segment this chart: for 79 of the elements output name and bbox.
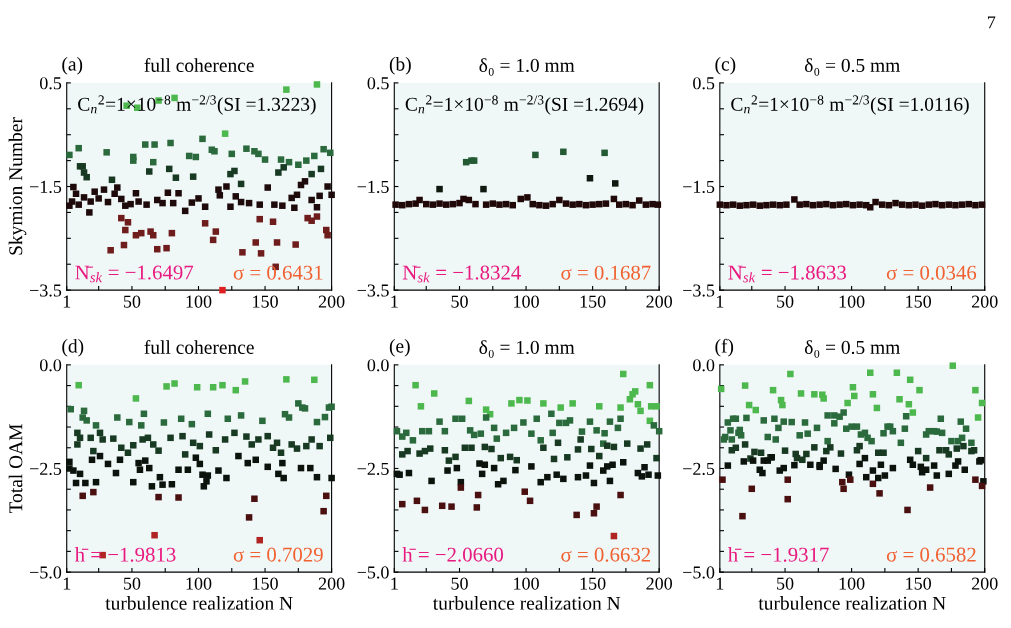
y-axis-title: Total OAM	[8, 424, 23, 514]
x-tick-label: 1	[63, 577, 71, 590]
y-tick-label: −2.5	[683, 462, 715, 476]
y-tick-label: −3.5	[357, 284, 389, 297]
y-tick-label: 0.5	[693, 77, 715, 90]
x-tick-label: 150	[580, 295, 606, 308]
x-tick-label: 150	[253, 577, 278, 590]
x-tick-label: 50	[777, 577, 794, 590]
x-tick-label: 100	[186, 577, 212, 590]
x-tick-label: 200	[318, 577, 345, 590]
annotation: σ = 0.6431	[233, 265, 323, 280]
y-tick-label: −2.5	[357, 462, 389, 476]
text: (f)	[715, 338, 734, 357]
text: (a)	[62, 56, 83, 75]
y-tick-label: 0.5	[39, 77, 62, 90]
x-tick-label: 150	[253, 295, 278, 308]
x-tick-label: 1	[63, 295, 71, 308]
chart-title: δ₀ = 0.5 mm	[804, 340, 900, 358]
annotation: N̄$_{sk}$ = −1.8633	[728, 265, 847, 283]
annotation: h̄ = −2.0660	[402, 547, 504, 562]
x-tick-label: 200	[971, 577, 998, 590]
chart-title: full coherence	[144, 340, 254, 354]
y-tick-label: 0.0	[39, 359, 62, 372]
annotation: C$_{n}$$^{2}$=1×10$^{−8}$ m$^{−2/3}$(SI =1.2694)	[405, 95, 644, 115]
annotation: C$_{n}$$^{2}$=1×10$^{−8}$ m$^{−2/3}$(SI =1.0116)	[731, 95, 969, 115]
annotation: σ = 0.7029	[233, 547, 323, 562]
text: (d)	[62, 338, 84, 357]
x-tick-label: 50	[777, 295, 794, 308]
y-tick-label: −1.5	[683, 180, 715, 194]
x-tick-label: 1	[716, 295, 724, 308]
x-tick-label: 100	[839, 577, 865, 590]
x-tick-label: 100	[186, 295, 212, 308]
x-tick-label: 50	[123, 577, 141, 590]
y-tick-label: 0.0	[693, 359, 715, 372]
text: (c)	[715, 56, 736, 75]
x-tick-label: 1	[391, 577, 398, 590]
chart-title: full coherence	[144, 58, 254, 72]
x-tick-label: 1	[716, 577, 724, 590]
y-tick-label: 0.5	[367, 77, 389, 90]
text: (e)	[389, 338, 410, 357]
x-tick-label: 50	[451, 295, 468, 308]
y-tick-label: −1.5	[357, 180, 389, 194]
annotation: σ = 0.6582	[886, 547, 976, 562]
x-tick-label: 200	[646, 295, 673, 308]
x-tick-label: 200	[971, 295, 998, 308]
x-axis-title: turbulence realization N	[105, 596, 293, 610]
x-tick-label: 200	[318, 295, 345, 308]
x-tick-label: 50	[123, 295, 141, 308]
text: (b)	[389, 56, 411, 75]
annotation: N̄$_{sk}$ = −1.8324	[402, 265, 521, 283]
y-tick-label: 0.0	[367, 359, 389, 372]
y-tick-label: −5.0	[30, 566, 62, 579]
y-tick-label: −1.5	[30, 180, 62, 194]
x-tick-label: 1	[391, 295, 398, 308]
y-tick-label: −5.0	[683, 566, 715, 579]
annotation: σ = 0.0346	[886, 265, 977, 280]
annotation: σ = 0.1687	[561, 265, 651, 280]
x-tick-label: 100	[514, 577, 539, 590]
y-tick-label: −5.0	[357, 566, 389, 579]
text: 7	[988, 16, 996, 29]
chart-title: δ₀ = 1.0 mm	[479, 58, 575, 76]
annotation: h̄ = −1.9317	[727, 547, 829, 562]
x-tick-label: 50	[451, 577, 468, 590]
y-tick-label: −3.5	[30, 284, 62, 297]
chart-title: δ₀ = 1.0 mm	[479, 340, 575, 358]
x-tick-label: 150	[906, 577, 932, 590]
x-tick-label: 150	[906, 295, 932, 308]
x-axis-title: turbulence realization N	[432, 596, 621, 610]
y-tick-label: −2.5	[30, 462, 62, 476]
x-tick-label: 150	[580, 577, 606, 590]
y-axis-title: Skymion Number	[8, 117, 27, 255]
y-tick-label: −3.5	[683, 284, 715, 297]
x-axis-title: turbulence realization N	[758, 596, 946, 610]
annotation: σ = 0.6632	[561, 547, 651, 562]
annotation: N̄$_{sk}$ = −1.6497	[75, 265, 194, 283]
x-tick-label: 100	[514, 295, 539, 308]
chart-title: δ₀ = 0.5 mm	[804, 58, 900, 76]
x-tick-label: 100	[839, 295, 865, 308]
x-tick-label: 200	[646, 577, 673, 590]
